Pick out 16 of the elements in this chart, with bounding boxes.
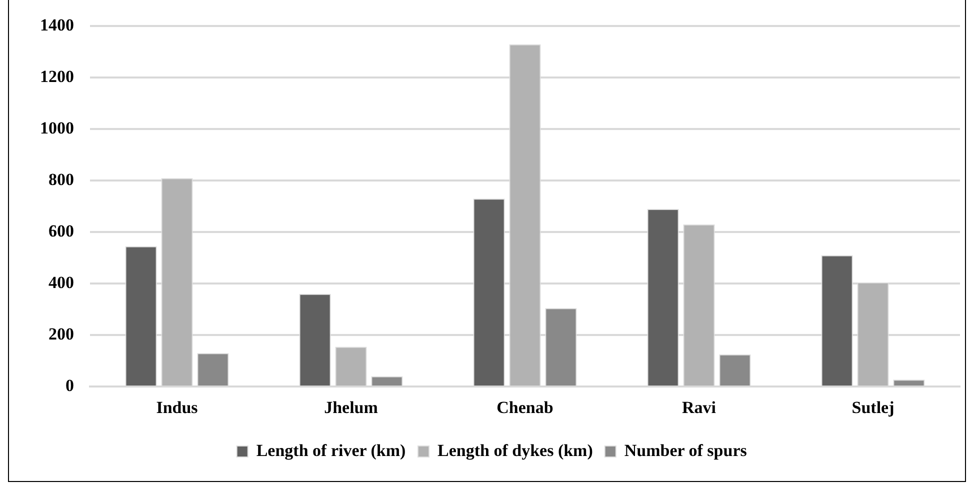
x-tick-label: Chenab xyxy=(496,398,554,418)
y-tick-label: 400 xyxy=(48,273,74,292)
y-tick-label: 1200 xyxy=(40,67,74,86)
x-tick-label: Ravi xyxy=(682,398,716,418)
x-tick-label: Jhelum xyxy=(324,398,378,418)
y-tick-label: 600 xyxy=(48,222,74,241)
legend-label: Length of river (km) xyxy=(256,440,406,460)
x-tick-label: Sutlej xyxy=(852,398,894,418)
y-tick-label: 0 xyxy=(66,376,74,395)
y-tick-label: 1000 xyxy=(40,118,74,138)
x-tick-label: Indus xyxy=(156,398,198,418)
y-tick-label: 1400 xyxy=(40,16,74,35)
legend-label: Number of spurs xyxy=(624,440,748,460)
y-tick-label: 800 xyxy=(48,170,74,190)
legend-label: Length of dykes (km) xyxy=(438,440,593,460)
y-tick-label: 200 xyxy=(48,324,74,344)
